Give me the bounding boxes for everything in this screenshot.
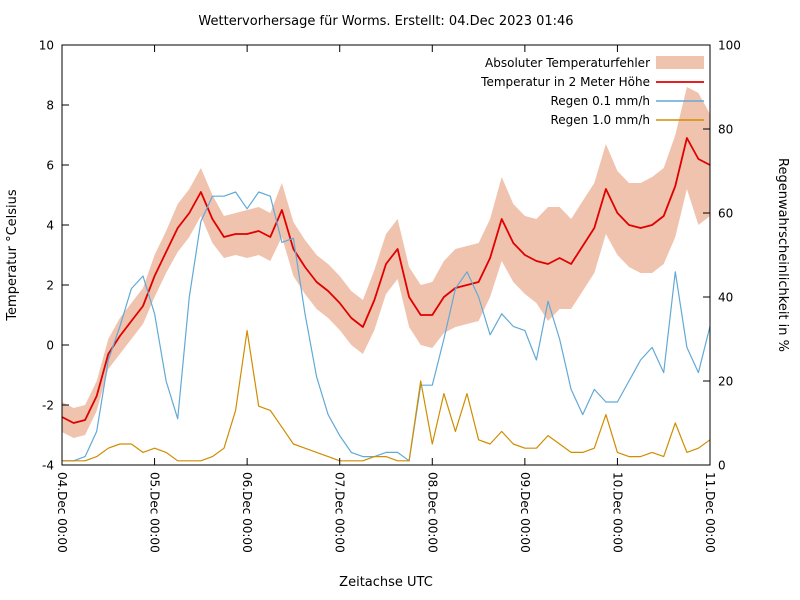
y-right-tick-label: 20 [718,375,733,389]
series-rain-10 [62,330,711,462]
error-band-swatch [656,56,704,69]
y-right-tick-label: 100 [718,39,741,53]
y-right-axis-label: Regenwahrscheinlichkeit in % [775,158,790,352]
legend-item-temperature-error: Absoluter Temperaturfehler [485,56,704,70]
legend-label-rain-10: Regen 1.0 mm/h [550,113,650,127]
series-temperature [61,137,711,424]
x-tick-label: 10.Dec 00:00 [610,472,624,553]
x-tick-label: 05.Dec 00:00 [148,472,162,553]
y-right-tick-label: 80 [718,123,733,137]
y-left-tick-label: 0 [46,339,54,353]
plot-series [61,87,711,462]
y-left-tick-label: 10 [39,39,54,53]
y-right-tick-label: 0 [718,459,726,473]
x-tick-label: 08.Dec 00:00 [425,472,439,553]
series-rain-01 [62,191,711,462]
y-right-tick-label: 60 [718,207,733,221]
chart-title: Wettervorhersage für Worms. Erstellt: 04… [198,14,573,29]
y-left-tick-label: 6 [46,159,54,173]
y-left-tick-label: 2 [46,279,54,293]
legend: Absoluter Temperaturfehler Temperatur in… [480,56,704,127]
x-tick-label: 09.Dec 00:00 [518,472,532,553]
series-temperature-error-band [62,87,710,438]
y-left-tick-label: 4 [46,219,54,233]
y-left-axis-label: Temperatur °Celsius [5,189,20,322]
x-tick-label: 07.Dec 00:00 [333,472,347,553]
legend-label-temperature: Temperatur in 2 Meter Höhe [480,75,650,89]
y-left-tick-label: -4 [42,459,54,473]
legend-item-rain-01: Regen 0.1 mm/h [550,94,704,108]
legend-label-rain-01: Regen 0.1 mm/h [550,94,650,108]
legend-item-temperature: Temperatur in 2 Meter Höhe [480,75,704,89]
x-tick-label: 04.Dec 00:00 [55,472,69,553]
plot-border [61,44,711,466]
x-tick-label: 11.Dec 00:00 [703,472,717,553]
y-left-tick-label: 8 [46,99,54,113]
y-left-tick-label: -2 [42,399,54,413]
x-tick-label: 06.Dec 00:00 [240,472,254,553]
y-right-tick-label: 40 [718,291,733,305]
legend-label-temperature-error: Absoluter Temperaturfehler [485,56,650,70]
legend-item-rain-10: Regen 1.0 mm/h [550,113,704,127]
x-axis-label: Zeitachse UTC [339,575,433,590]
